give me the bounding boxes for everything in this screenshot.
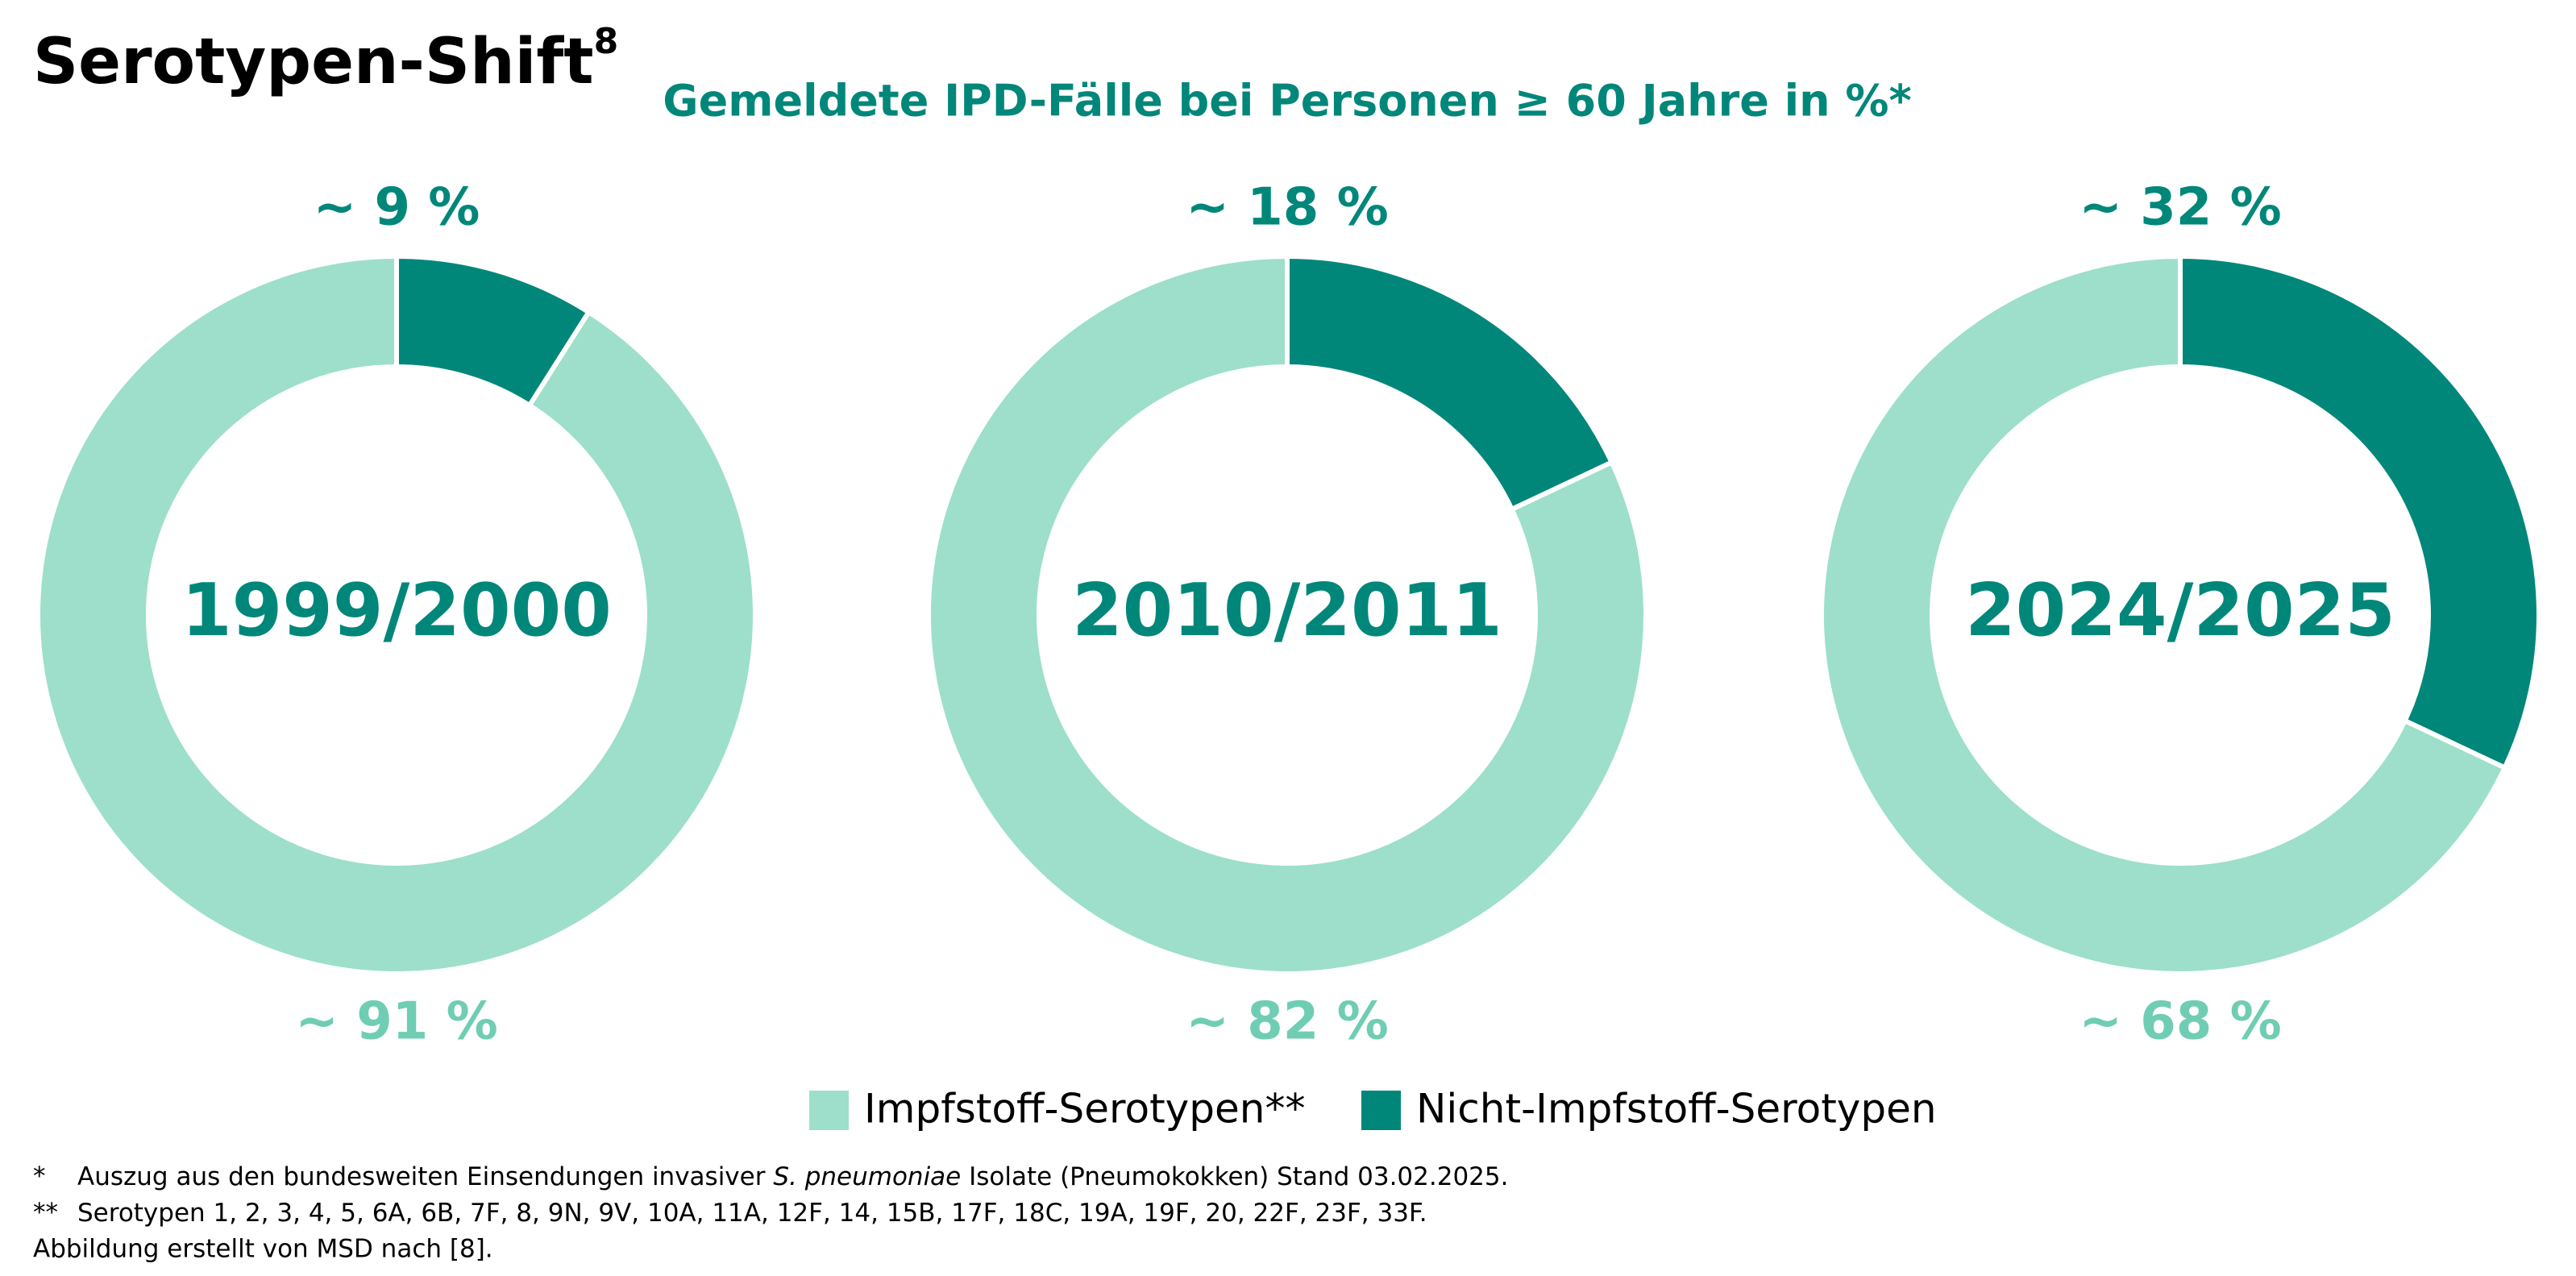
title-ref: 8 — [594, 21, 619, 62]
legend-swatch — [1361, 1091, 1401, 1130]
footnote-part: Isolate (Pneumokokken) Stand 03.02.2025. — [961, 1162, 1508, 1191]
footnote-marker: ** — [33, 1199, 58, 1228]
value-label: ~ 68 % — [2079, 992, 2281, 1052]
title: Serotypen-Shift8 — [33, 21, 618, 98]
footnote-marker: * — [33, 1162, 46, 1191]
footnote-part: S. pneumoniae — [773, 1162, 961, 1191]
donut-segment — [35, 253, 758, 976]
subtitle: Gemeldete IPD-Fälle bei Personen ≥ 60 Ja… — [663, 76, 1911, 127]
value-label: ~ 91 % — [295, 992, 497, 1052]
donut-segment — [1819, 253, 2508, 976]
donut-segment — [926, 253, 1648, 976]
donut-segment — [2178, 253, 2541, 771]
legend-label: Nicht-Impfstoff-Serotypen — [1416, 1086, 1937, 1133]
donut-center-label: 2010/2011 — [1072, 568, 1502, 653]
value-label: ~ 82 % — [1186, 992, 1388, 1052]
value-label: ~ 32 % — [2079, 178, 2281, 238]
legend-label: Impfstoff-Serotypen** — [864, 1086, 1305, 1133]
donut-center-label: 2024/2025 — [1965, 568, 2395, 653]
credit: Abbildung erstellt von MSD nach [8]. — [33, 1235, 493, 1264]
donut-center-label: 1999/2000 — [181, 568, 612, 653]
title-text: Serotypen-Shift — [33, 26, 594, 98]
footnote: Auszug aus den bundesweiten Einsendungen… — [77, 1162, 1508, 1191]
footnote-part: Serotypen 1, 2, 3, 4, 5, 6A, 6B, 7F, 8, … — [77, 1199, 1427, 1228]
donut-segment — [1285, 253, 1615, 513]
value-label: ~ 9 % — [314, 178, 480, 238]
legend-swatch — [809, 1091, 849, 1130]
footnote-part: Auszug aus den bundesweiten Einsendungen… — [77, 1162, 773, 1191]
footnote: Serotypen 1, 2, 3, 4, 5, 6A, 6B, 7F, 8, … — [77, 1199, 1427, 1228]
value-label: ~ 18 % — [1186, 178, 1388, 238]
